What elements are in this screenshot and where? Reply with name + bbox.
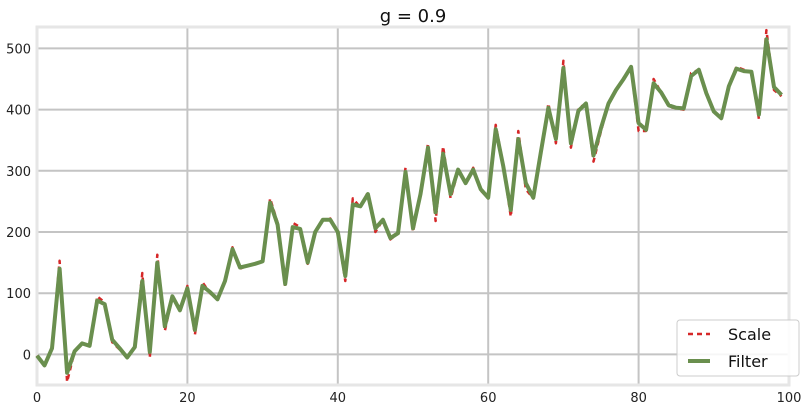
y-tick-label: 0 [23, 348, 31, 363]
y-tick-label: 100 [6, 287, 31, 302]
legend-label-scale: Scale [728, 325, 771, 344]
x-tick-label: 80 [630, 391, 647, 406]
series-line-filter [35, 37, 783, 375]
chart-title: g = 0.9 [380, 6, 447, 27]
axes-border [35, 25, 791, 387]
y-tick-label: 500 [6, 42, 31, 57]
x-tick-label: 20 [179, 391, 196, 406]
x-tick-label: 100 [777, 391, 802, 406]
y-tick-label: 400 [6, 104, 31, 119]
y-tick-label: 200 [6, 226, 31, 241]
x-tick-label: 0 [33, 391, 41, 406]
y-tick-label: 300 [6, 165, 31, 180]
series-layer [35, 28, 783, 384]
x-tick-label: 60 [480, 391, 497, 406]
legend: Scale Filter [676, 319, 800, 377]
tick-labels: 0 20 40 60 80 100 0 100 200 300 400 500 [6, 42, 801, 406]
plot-frame [35, 25, 791, 387]
legend-label-filter: Filter [728, 352, 768, 371]
x-tick-label: 40 [330, 391, 347, 406]
